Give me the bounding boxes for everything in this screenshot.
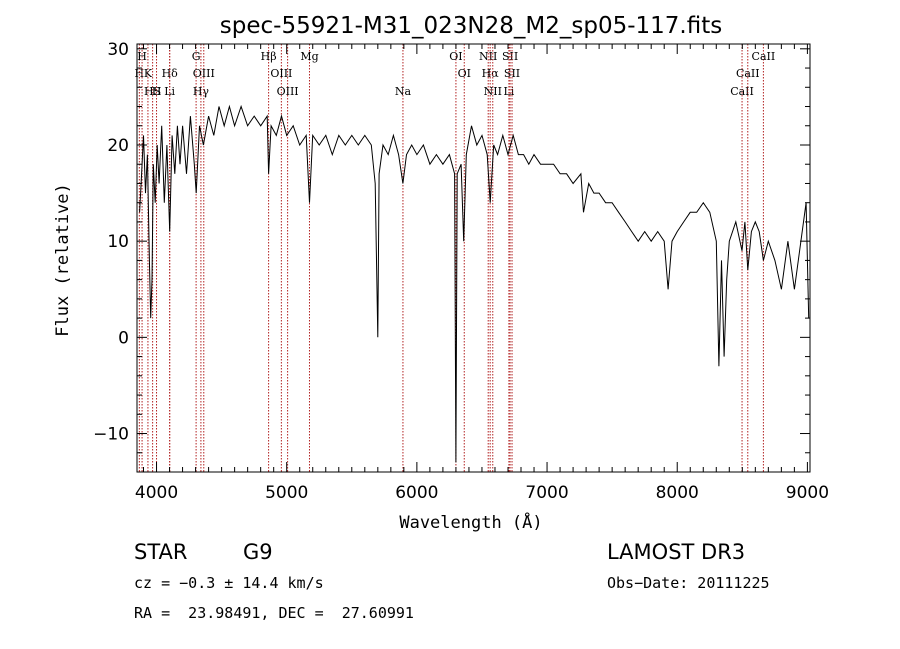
y-axis-label: Flux (relative) (53, 183, 73, 337)
line-label-6: Li (164, 85, 175, 98)
line-label-2: K (144, 67, 153, 80)
line-label-0: H (135, 67, 145, 80)
survey-label: LAMOST DR3 (607, 540, 746, 564)
line-label-23: CaII (730, 85, 754, 98)
y-tick-label: −10 (93, 425, 129, 445)
line-label-19: NII (484, 85, 502, 98)
x-tick-label: 7000 (525, 483, 568, 503)
line-label-4: H (152, 85, 162, 98)
line-label-14: Na (395, 85, 412, 98)
line-label-13: Mg (300, 50, 318, 63)
line-label-10: Hβ (261, 50, 277, 63)
obs-date-text: Obs−Date: 20111225 (607, 574, 770, 592)
x-tick-label: 4000 (135, 483, 178, 503)
spectrum-line (139, 104, 810, 463)
y-tick-label: 0 (118, 328, 129, 348)
coordinates-text: RA = 23.98491, DEC = 27.60991 (134, 604, 414, 622)
line-label-21: SII (502, 50, 518, 63)
axes: 4000 5000 6000 7000 8000 9000 −10 0 10 20 30 (93, 40, 829, 503)
x-tick-label: 6000 (395, 483, 438, 503)
line-label-22: SII (504, 67, 520, 80)
x-tick-label: 9000 (786, 483, 829, 503)
line-label-25: CaII (752, 50, 776, 63)
line-label-3: HS (144, 85, 161, 98)
line-label-5: Hδ (162, 67, 179, 80)
x-tick-label: 8000 (656, 483, 699, 503)
plot-frame (136, 43, 811, 473)
line-label-1: H (137, 50, 147, 63)
redshift-text: cz = −0.3 ± 14.4 km/s (134, 574, 324, 592)
line-label-11: OIII (270, 67, 292, 80)
line-label-20: Li (503, 85, 514, 98)
line-label-15: OI (449, 50, 462, 63)
x-axis-label: Wavelength (Å) (399, 511, 542, 533)
line-label-9: OIII (193, 67, 215, 80)
line-label-17: NII (479, 50, 497, 63)
x-tick-label: 5000 (265, 483, 308, 503)
chart-title: spec-55921-M31_023N28_M2_sp05-117.fits (220, 13, 722, 39)
line-label-7: G (192, 50, 201, 63)
line-label-12: OIII (277, 85, 299, 98)
y-tick-label: 30 (107, 40, 129, 60)
y-tick-label: 10 (107, 232, 129, 252)
line-label-24: CaII (736, 67, 760, 80)
spectrum-series (139, 104, 810, 463)
line-label-8: Hγ (193, 85, 210, 98)
object-subclass: G9 (243, 540, 273, 564)
line-label-16: OI (458, 67, 471, 80)
line-label-18: Hα (482, 67, 500, 80)
object-class: STAR (134, 540, 188, 564)
y-tick-label: 20 (107, 136, 129, 156)
